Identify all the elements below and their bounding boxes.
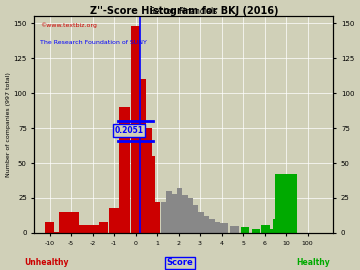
Bar — [276, 205, 297, 233]
Bar — [265, 229, 275, 233]
Bar — [182, 195, 188, 233]
Text: ©www.textbiz.org: ©www.textbiz.org — [40, 23, 97, 28]
Bar — [166, 191, 171, 233]
Bar — [154, 202, 160, 233]
Bar — [46, 231, 53, 233]
Bar — [204, 216, 209, 233]
Bar — [57, 231, 63, 233]
Bar — [198, 212, 204, 233]
Bar — [161, 202, 166, 233]
Bar — [150, 156, 156, 233]
Text: Sector: Financials: Sector: Financials — [150, 7, 217, 16]
Bar — [120, 107, 130, 233]
Bar — [145, 128, 152, 233]
Bar — [188, 198, 193, 233]
Bar — [53, 231, 59, 233]
Bar — [59, 212, 78, 233]
Text: Score: Score — [167, 258, 193, 267]
Bar — [49, 231, 55, 233]
Bar — [209, 219, 215, 233]
Bar — [261, 225, 270, 233]
Text: The Research Foundation of SUNY: The Research Foundation of SUNY — [40, 40, 147, 45]
Y-axis label: Number of companies (997 total): Number of companies (997 total) — [5, 72, 10, 177]
Bar — [131, 26, 140, 233]
Bar — [72, 230, 91, 233]
Bar — [171, 194, 177, 233]
Bar — [109, 208, 120, 233]
Text: Healthy: Healthy — [296, 258, 330, 267]
Bar — [61, 231, 68, 233]
Bar — [79, 225, 99, 233]
Bar — [51, 231, 57, 233]
Bar — [215, 222, 220, 233]
Bar — [99, 222, 108, 233]
Bar — [276, 229, 297, 233]
Bar — [270, 230, 281, 233]
Bar — [241, 227, 249, 233]
Bar — [275, 174, 297, 233]
Title: Z''-Score Histogram for BKJ (2016): Z''-Score Histogram for BKJ (2016) — [90, 6, 278, 16]
Bar — [177, 188, 182, 233]
Bar — [88, 229, 97, 233]
Bar — [273, 219, 288, 233]
Text: Unhealthy: Unhealthy — [24, 258, 69, 267]
Bar — [219, 223, 228, 233]
Bar — [140, 79, 146, 233]
Bar — [65, 227, 84, 233]
Text: 0.2051: 0.2051 — [114, 126, 144, 136]
Bar — [45, 222, 54, 233]
Bar — [252, 229, 260, 233]
Bar — [193, 205, 198, 233]
Bar — [230, 226, 239, 233]
